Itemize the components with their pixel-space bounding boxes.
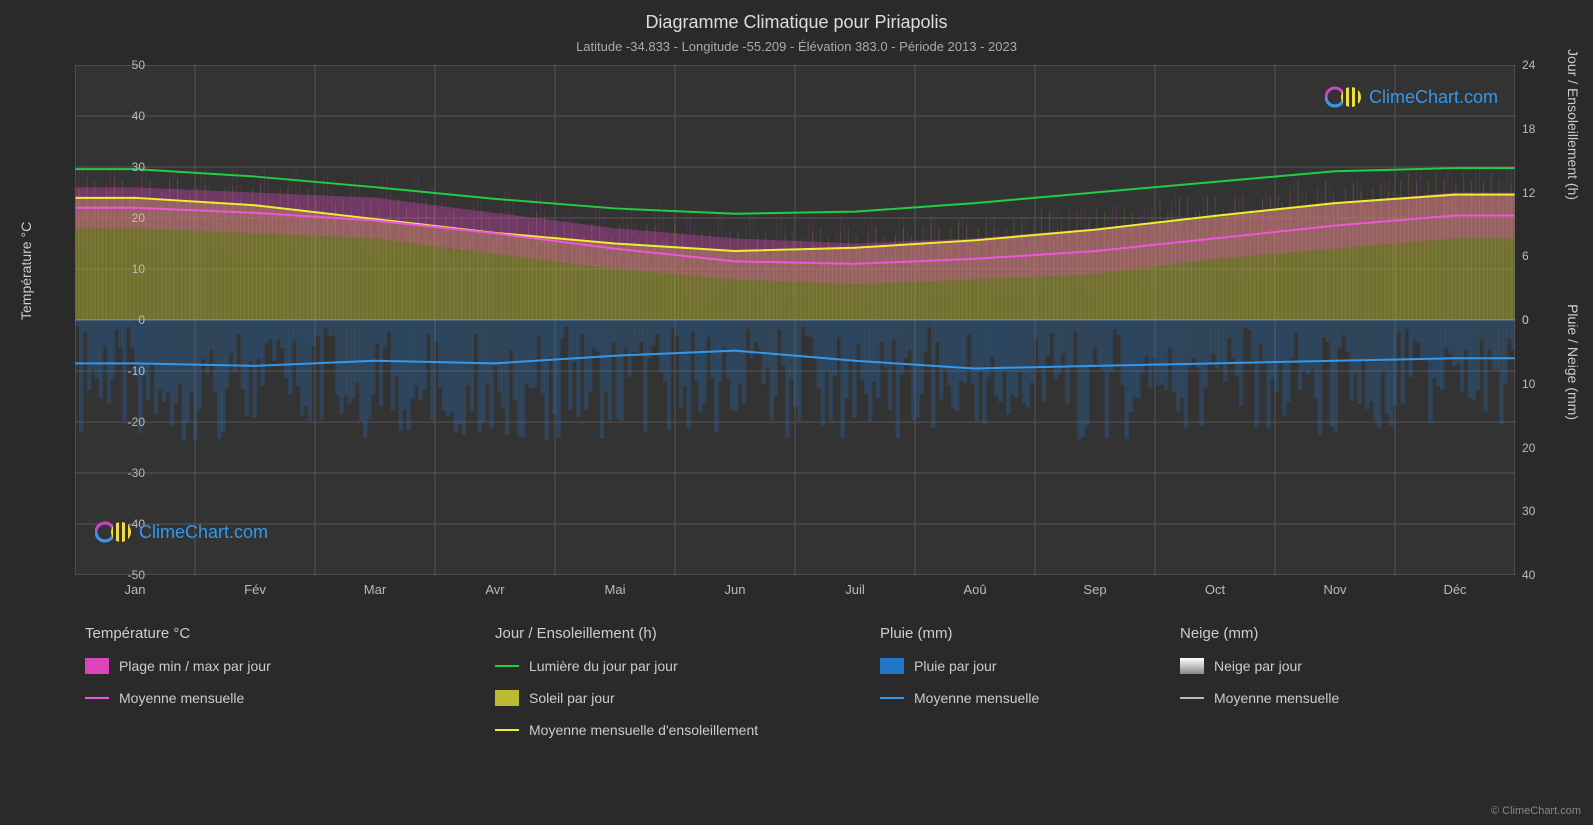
legend-temp-range: Plage min / max par jour: [85, 658, 271, 674]
x-tick: Nov: [1323, 582, 1346, 597]
y-tick-left: -10: [85, 364, 145, 378]
y-axis-right-bottom-label: Pluie / Neige (mm): [1565, 304, 1581, 420]
legend-rain-daily-swatch: [880, 658, 904, 674]
legend-temp-mean-line: [85, 697, 109, 699]
x-tick: Déc: [1443, 582, 1466, 597]
legend-rain-mean-line: [880, 697, 904, 699]
legend-snow-daily-label: Neige par jour: [1214, 658, 1302, 674]
legend-daylight: Lumière du jour par jour: [495, 658, 758, 674]
watermark-top-text: ClimeChart.com: [1369, 87, 1498, 108]
x-tick: Oct: [1205, 582, 1225, 597]
legend-snow-mean-label: Moyenne mensuelle: [1214, 690, 1339, 706]
legend-rain-mean-label: Moyenne mensuelle: [914, 690, 1039, 706]
legend-sun-mean: Moyenne mensuelle d'ensoleillement: [495, 722, 758, 738]
y-tick-right-bottom: 0: [1522, 313, 1529, 327]
x-tick: Mai: [605, 582, 626, 597]
chart-subtitle: Latitude -34.833 - Longitude -55.209 - É…: [0, 33, 1593, 54]
x-tick: Mar: [364, 582, 386, 597]
x-tick: Fév: [244, 582, 266, 597]
legend-temp-mean: Moyenne mensuelle: [85, 690, 271, 706]
watermark-logo-icon: [1325, 85, 1363, 109]
legend-snow-daily: Neige par jour: [1180, 658, 1339, 674]
y-tick-right-bottom: 30: [1522, 504, 1535, 518]
legend-daylight-line: [495, 665, 519, 667]
y-tick-right-top: 12: [1522, 186, 1535, 200]
y-axis-right-top-label: Jour / Ensoleillement (h): [1565, 49, 1581, 200]
legend-rain-daily: Pluie par jour: [880, 658, 1039, 674]
legend-snow: Neige (mm) Neige par jour Moyenne mensue…: [1180, 625, 1339, 706]
y-tick-right-bottom: 40: [1522, 568, 1535, 582]
legend-snow-header: Neige (mm): [1180, 625, 1339, 642]
legend-rain-daily-label: Pluie par jour: [914, 658, 997, 674]
legend-day-header: Jour / Ensoleillement (h): [495, 625, 758, 642]
y-tick-left: 50: [85, 58, 145, 72]
legend-day: Jour / Ensoleillement (h) Lumière du jou…: [495, 625, 758, 738]
y-tick-left: 40: [85, 109, 145, 123]
legend-snow-daily-swatch: [1180, 658, 1204, 674]
legend-temp-mean-label: Moyenne mensuelle: [119, 690, 244, 706]
y-tick-left: -50: [85, 568, 145, 582]
legend-temp-range-label: Plage min / max par jour: [119, 658, 271, 674]
y-tick-left: 0: [85, 313, 145, 327]
x-tick: Aoû: [963, 582, 986, 597]
chart-title: Diagramme Climatique pour Piriapolis: [0, 0, 1593, 33]
y-tick-left: -30: [85, 466, 145, 480]
legend-rain: Pluie (mm) Pluie par jour Moyenne mensue…: [880, 625, 1039, 706]
legend-sun-swatch: [495, 690, 519, 706]
plot-svg: [75, 65, 1515, 575]
x-tick: Sep: [1083, 582, 1106, 597]
chart-container: Diagramme Climatique pour Piriapolis Lat…: [0, 0, 1593, 825]
legend-sun-mean-line: [495, 729, 519, 731]
watermark-bottom: ClimeChart.com: [95, 520, 268, 544]
legend-temperature: Température °C Plage min / max par jour …: [85, 625, 271, 706]
legend-temp-header: Température °C: [85, 625, 271, 642]
x-tick: Avr: [485, 582, 504, 597]
y-tick-left: 10: [85, 262, 145, 276]
legend-temp-range-swatch: [85, 658, 109, 674]
legend-snow-mean: Moyenne mensuelle: [1180, 690, 1339, 706]
y-tick-right-top: 6: [1522, 249, 1529, 263]
legend-rain-mean: Moyenne mensuelle: [880, 690, 1039, 706]
legend-sun: Soleil par jour: [495, 690, 758, 706]
y-tick-right-bottom: 10: [1522, 377, 1535, 391]
legend-sun-mean-label: Moyenne mensuelle d'ensoleillement: [529, 722, 758, 738]
y-tick-left: -20: [85, 415, 145, 429]
watermark-logo-icon: [95, 520, 133, 544]
legend-rain-header: Pluie (mm): [880, 625, 1039, 642]
watermark-top: ClimeChart.com: [1325, 85, 1498, 109]
y-tick-right-top: 24: [1522, 58, 1535, 72]
x-tick: Jan: [125, 582, 146, 597]
watermark-bottom-text: ClimeChart.com: [139, 522, 268, 543]
legend-daylight-label: Lumière du jour par jour: [529, 658, 678, 674]
legend-snow-mean-line: [1180, 697, 1204, 699]
x-tick: Jun: [725, 582, 746, 597]
plot-area: [75, 65, 1515, 575]
x-tick: Juil: [845, 582, 865, 597]
y-axis-left-label: Température °C: [18, 222, 34, 320]
y-tick-left: 20: [85, 211, 145, 225]
copyright-text: © ClimeChart.com: [1491, 805, 1581, 817]
y-tick-right-top: 18: [1522, 122, 1535, 136]
y-tick-right-bottom: 20: [1522, 441, 1535, 455]
y-tick-left: 30: [85, 160, 145, 174]
legend-sun-label: Soleil par jour: [529, 690, 615, 706]
